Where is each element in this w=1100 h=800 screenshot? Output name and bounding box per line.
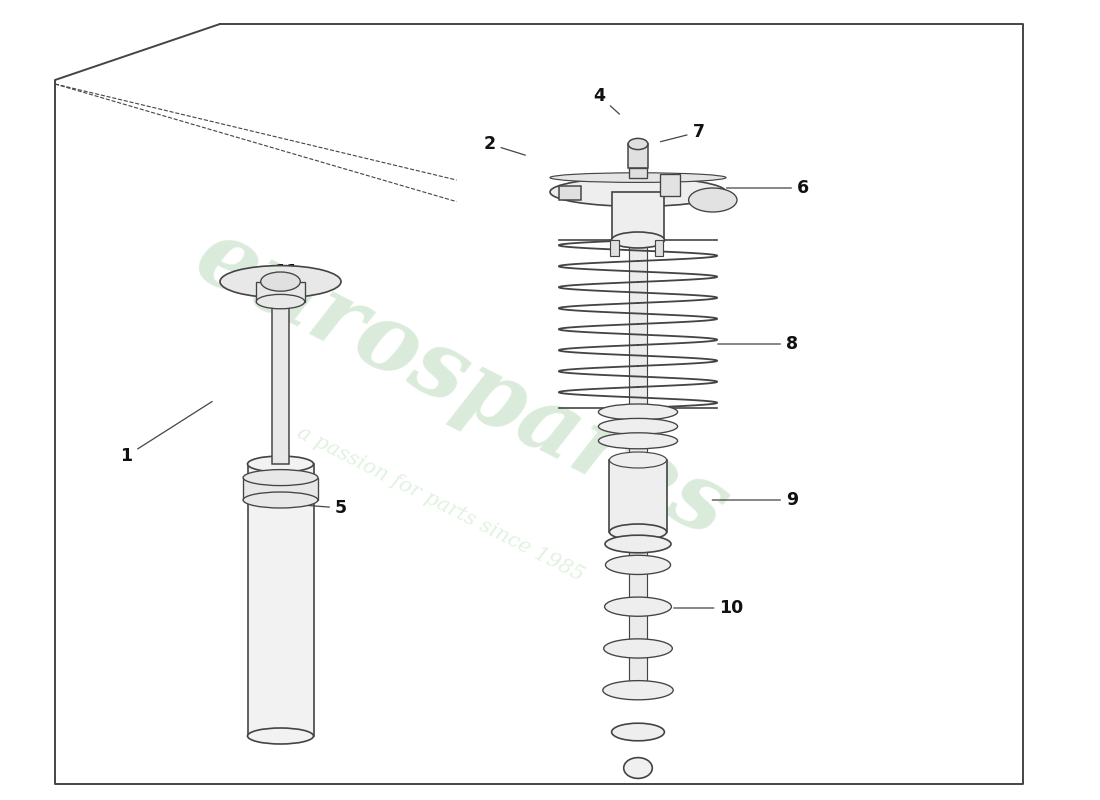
Text: 9: 9 [713,491,799,509]
Ellipse shape [220,266,341,298]
Bar [660,174,680,196]
Ellipse shape [261,272,300,291]
Bar [610,240,619,256]
Ellipse shape [612,232,664,248]
Ellipse shape [243,492,318,508]
Text: 4: 4 [594,87,619,114]
Ellipse shape [603,681,673,700]
Bar [243,478,318,500]
Ellipse shape [689,188,737,212]
Bar [629,240,647,692]
Ellipse shape [609,452,667,468]
Bar [628,144,648,168]
Bar [272,276,289,464]
Circle shape [624,758,652,778]
Text: 10: 10 [674,599,744,617]
Ellipse shape [550,173,726,182]
Text: 5: 5 [293,499,348,517]
Ellipse shape [605,555,671,574]
Text: 1: 1 [120,402,212,465]
Text: 6: 6 [727,179,810,197]
Ellipse shape [248,456,314,472]
Bar [629,168,647,178]
Ellipse shape [256,294,305,309]
Bar [612,192,664,240]
Text: 8: 8 [718,335,799,353]
Text: 11: 11 [274,263,322,281]
Text: 7: 7 [660,123,704,142]
Ellipse shape [628,138,648,150]
Ellipse shape [604,639,672,658]
Ellipse shape [550,178,726,206]
Text: a passion for parts since 1985: a passion for parts since 1985 [294,423,586,585]
Ellipse shape [605,535,671,553]
Ellipse shape [598,433,678,449]
Ellipse shape [598,418,678,434]
Bar [248,464,314,736]
Ellipse shape [612,723,664,741]
Ellipse shape [605,597,671,616]
Bar [256,282,305,302]
Ellipse shape [243,470,318,486]
Text: 2: 2 [483,135,526,155]
Bar [609,460,667,532]
Ellipse shape [609,524,667,540]
Ellipse shape [272,270,289,282]
Bar [654,240,663,256]
Bar [559,186,581,200]
Ellipse shape [248,728,314,744]
Text: eurospares: eurospares [180,211,744,557]
Ellipse shape [598,404,678,420]
